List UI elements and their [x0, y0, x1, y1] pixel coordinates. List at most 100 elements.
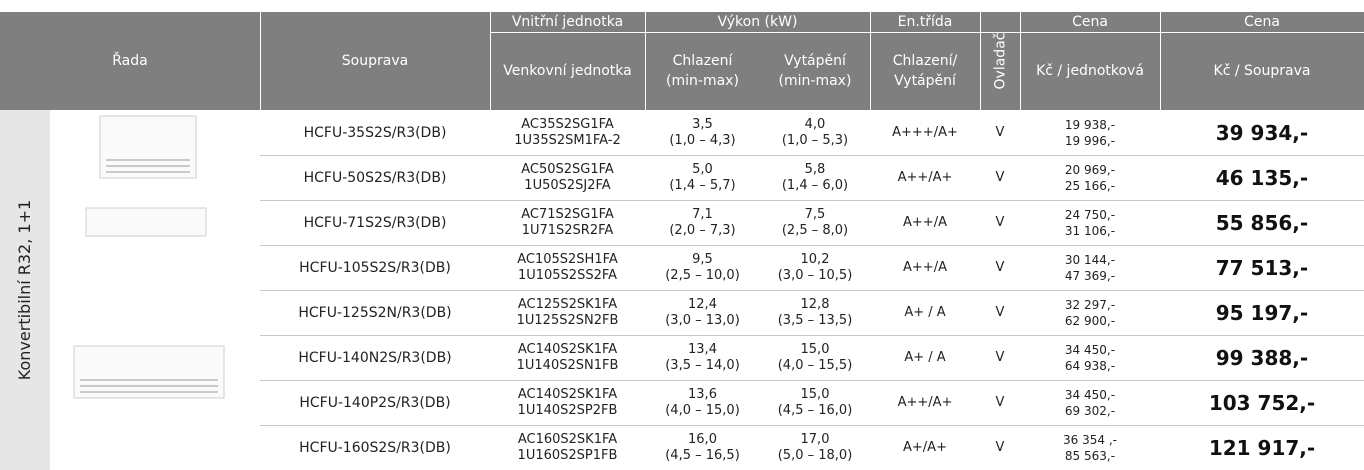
- cell-text: A+++/A+: [892, 124, 958, 140]
- cell-text: 5,8: [804, 161, 826, 177]
- cell-text: (4,5 – 16,5): [665, 447, 740, 463]
- cell-text: A++/A+: [897, 169, 953, 185]
- row-divider: [260, 200, 1364, 201]
- cell-text: HCFU-35S2S/R3(DB): [303, 124, 447, 141]
- heating: 12,8 (3,5 – 13,5): [760, 290, 870, 335]
- cell-text: 19 938,-: [1064, 117, 1116, 132]
- row-divider: [260, 425, 1364, 426]
- cell-text: HCFU-125S2N/R3(DB): [298, 304, 452, 321]
- model: HCFU-35S2S/R3(DB): [260, 110, 490, 155]
- cell-text: 4,0: [804, 116, 826, 132]
- energy-class: A+/A+: [870, 425, 980, 470]
- cell-text: 39 934,-: [1215, 120, 1309, 145]
- cell-text: Souprava: [341, 53, 409, 69]
- cell-text: (5,0 – 18,0): [777, 447, 853, 463]
- header-divider: [1020, 32, 1364, 33]
- cell-text: Vytápění: [784, 53, 846, 69]
- total-price: 39 934,-: [1160, 110, 1364, 155]
- cell-text: V: [995, 214, 1005, 230]
- controller: V: [980, 335, 1020, 380]
- controller: V: [980, 155, 1020, 200]
- total-price: 77 513,-: [1160, 245, 1364, 290]
- unit-prices: 34 450,- 69 302,-: [1020, 380, 1160, 425]
- cell-text: (2,5 – 8,0): [781, 222, 849, 238]
- cell-text: 15,0: [800, 386, 830, 402]
- cell-text: Cena: [1072, 14, 1108, 30]
- model: HCFU-160S2S/R3(DB): [260, 425, 490, 470]
- total-price: 46 135,-: [1160, 155, 1364, 200]
- cell-text: (4,0 – 15,5): [777, 357, 853, 373]
- cell-text: (min-max): [666, 73, 739, 89]
- cell-text: 19 996,-: [1064, 133, 1116, 148]
- cell-text: Chlazení: [672, 53, 733, 69]
- cell-text: 121 917,-: [1208, 435, 1316, 460]
- model: HCFU-71S2S/R3(DB): [260, 200, 490, 245]
- cell-text: (3,5 – 14,0): [665, 357, 740, 373]
- cell-text: 34 450,-: [1064, 342, 1116, 357]
- cell-text: 34 450,-: [1064, 387, 1116, 402]
- cell-text: A++/A: [903, 259, 947, 275]
- cell-text: 46 135,-: [1215, 165, 1309, 190]
- energy-class: A++/A: [870, 245, 980, 290]
- units: AC50S2SG1FA 1U50S2SJ2FA: [490, 155, 645, 200]
- cell-text: 7,5: [804, 206, 826, 222]
- cell-text: 5,0: [692, 161, 713, 177]
- header-divider: [1160, 12, 1161, 110]
- unit-prices: 36 354 ,- 85 563,-: [1020, 425, 1160, 470]
- cell-text: 1U50S2SJ2FA: [524, 177, 611, 193]
- heating: 5,8 (1,4 – 6,0): [760, 155, 870, 200]
- cell-text: 12,4: [688, 296, 717, 312]
- cooling: 9,5 (2,5 – 10,0): [645, 245, 760, 290]
- cell-text: (2,0 – 7,3): [669, 222, 736, 238]
- cell-text: AC160S2SK1FA: [517, 431, 618, 447]
- cell-text: Chlazení/: [892, 53, 958, 69]
- header-cell: Chlazení (min-max): [645, 32, 760, 110]
- header-divider: [260, 12, 261, 110]
- cell-text: Vnitřní jednotka: [511, 14, 624, 30]
- unit-prices: 32 297,- 62 900,-: [1020, 290, 1160, 335]
- cell-text: AC35S2SG1FA: [521, 116, 614, 132]
- heating: 17,0 (5,0 – 18,0): [760, 425, 870, 470]
- energy-class: A++/A+: [870, 155, 980, 200]
- cell-text: (2,5 – 10,0): [665, 267, 740, 283]
- cell-text: 32 297,-: [1064, 297, 1116, 312]
- controller: V: [980, 110, 1020, 155]
- header-divider: [645, 12, 646, 110]
- cell-text: V: [995, 259, 1005, 275]
- cell-text: 1U105S2SS2FA: [517, 267, 618, 283]
- heating: 15,0 (4,0 – 15,5): [760, 335, 870, 380]
- cell-text: 95 197,-: [1215, 300, 1309, 325]
- cell-text: AC140S2SK1FA: [517, 386, 618, 402]
- cell-text: 30 144,-: [1064, 252, 1116, 267]
- cooling: 16,0 (4,5 – 16,5): [645, 425, 760, 470]
- cell-text: (4,5 – 16,0): [777, 402, 853, 418]
- heating: 4,0 (1,0 – 5,3): [760, 110, 870, 155]
- cell-text: 13,6: [688, 386, 717, 402]
- cell-text: 1U71S2SR2FA: [521, 222, 614, 238]
- unit-prices: 34 450,- 64 938,-: [1020, 335, 1160, 380]
- cell-text: (3,5 – 13,5): [777, 312, 853, 328]
- controller: V: [980, 200, 1020, 245]
- energy-class: A+ / A: [870, 290, 980, 335]
- cell-text: 55 856,-: [1215, 210, 1309, 235]
- cell-text: 69 302,-: [1064, 403, 1116, 418]
- cell-text: HCFU-50S2S/R3(DB): [303, 169, 447, 186]
- model: HCFU-140N2S/R3(DB): [260, 335, 490, 380]
- cell-text: Vytápění: [894, 73, 956, 89]
- cell-text: Ovladač: [992, 32, 1008, 90]
- total-price: 95 197,-: [1160, 290, 1364, 335]
- cell-text: 85 563,-: [1064, 448, 1116, 463]
- controller: V: [980, 380, 1020, 425]
- header-cell: Chlazení/Vytápění: [870, 32, 980, 110]
- row-divider: [260, 290, 1364, 291]
- cell-text: V: [995, 124, 1005, 140]
- header-cell: Cena: [1160, 12, 1364, 32]
- cell-text: V: [995, 304, 1005, 320]
- cell-text: 20 969,-: [1064, 162, 1116, 177]
- cell-text: (1,4 – 6,0): [781, 177, 849, 193]
- cell-text: 62 900,-: [1064, 313, 1116, 328]
- cell-text: V: [995, 439, 1005, 455]
- cell-text: (1,4 – 5,7): [669, 177, 736, 193]
- header-cell: Kč / Souprava: [1160, 32, 1364, 110]
